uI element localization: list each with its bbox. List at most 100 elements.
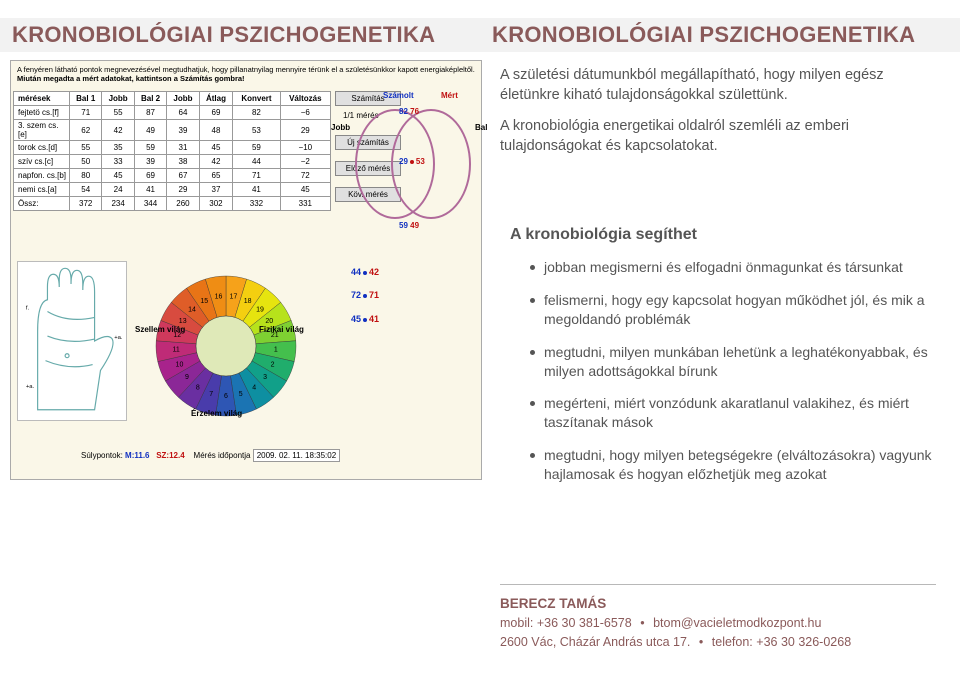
table-row: szív cs.[c]503339384244−2 [14,155,331,169]
table-cell: 42 [199,155,233,169]
table-row: fejtetö cs.[f]715587646982−6 [14,106,331,120]
table-cell: 50 [70,155,102,169]
table-cell: 72 [280,169,330,183]
measurement-table: mérésekBal 1JobbBal 2JobbÁtlagKonvertVál… [13,91,331,211]
svg-text:18: 18 [244,298,252,305]
svg-text:15: 15 [200,298,208,305]
table-cell: 332 [233,197,280,211]
table-header: Bal 1 [70,92,102,106]
page-title-left: KRONOBIOLÓGIAI PSZICHOGENETIKA [12,22,435,48]
table-cell: 44 [233,155,280,169]
jobb-label: Jobb [331,123,350,132]
table-cell: −6 [280,106,330,120]
table-cell: szív cs.[c] [14,155,70,169]
contact-mobile: +36 30 381-6578 [537,616,632,630]
contact-block: BERECZ TAMÁS mobil: +36 30 381-6578 • bt… [500,594,936,652]
svg-text:f.: f. [26,306,30,312]
bullet-item: megtudni, hogy milyen betegségekre (elvá… [530,446,936,484]
table-cell: 87 [134,106,166,120]
bullet-item: megtudni, milyen munkában lehetünk a leg… [530,343,936,381]
table-cell: fejtetö cs.[f] [14,106,70,120]
sub-m: M:11.6 [125,451,149,460]
meas-label: Mért [441,91,458,100]
table-cell: 39 [134,155,166,169]
svg-text:13: 13 [179,318,187,325]
table-row: Össz:372234344260302332331 [14,197,331,211]
date-label: Mérés időpontja [194,451,251,460]
table-header: mérések [14,92,70,106]
footer-rule [500,584,936,585]
table-cell: 29 [280,120,330,141]
table-cell: 331 [280,197,330,211]
svg-text:6: 6 [224,393,228,400]
contact-name: BERECZ TAMÁS [500,596,606,611]
color-wheel: 171819202112345678910111213141516 Szelle… [141,261,311,431]
table-cell: 33 [102,155,134,169]
table-row: 3. szem cs.[e]62424939485329 [14,120,331,141]
table-cell: 24 [102,183,134,197]
table-cell: 35 [102,141,134,155]
wheel-left-label: Szellem világ [135,325,185,334]
table-cell: 45 [102,169,134,183]
table-cell: 42 [102,120,134,141]
table-header: Konvert [233,92,280,106]
table-cell: Össz: [14,197,70,211]
table-cell: 39 [167,120,199,141]
bullet-item: jobban megismerni és elfogadni önmagunka… [530,258,936,277]
table-cell: 82 [233,106,280,120]
bullet-list: jobban megismerni és elfogadni önmagunka… [530,258,936,498]
table-cell: 62 [70,120,102,141]
contact-address: 2600 Vác, Cházár András utca 17. [500,635,690,649]
svg-text:5: 5 [239,391,243,398]
table-cell: 64 [167,106,199,120]
svg-text:8: 8 [196,384,200,391]
fig-mid-values: 2953 [399,157,425,166]
table-cell: 31 [167,141,199,155]
svg-text:20: 20 [265,318,273,325]
table-cell: −10 [280,141,330,155]
app-screenshot: A fenyéren látható pontok megnevezésével… [10,60,482,480]
table-header: Jobb [167,92,199,106]
table-cell: nemi cs.[a] [14,183,70,197]
contact-phone: +36 30 326-0268 [756,635,851,649]
wheel-right-label: Fizikai világ [259,325,304,334]
date-value: 2009. 02. 11. 18:35:02 [253,449,340,462]
hand-diagram: f. +a. +a. [17,261,127,421]
svg-text:11: 11 [172,347,179,354]
table-cell: 260 [167,197,199,211]
table-cell: 71 [70,106,102,120]
segit-title: A kronobiológia segíthet [510,226,697,244]
sub-sz: SZ:12.4 [156,451,184,460]
screenshot-intro-line1: A fenyéren látható pontok megnevezésével… [17,65,475,74]
contact-phone-label: telefon: [712,635,753,649]
fig-top-values: 82 76 [399,107,419,116]
contact-mobile-label: mobil: [500,616,533,630]
table-row: nemi cs.[a]54244129374145 [14,183,331,197]
table-cell: torok cs.[d] [14,141,70,155]
table-cell: 41 [134,183,166,197]
svg-text:3: 3 [263,374,267,381]
table-cell: 45 [280,183,330,197]
table-cell: 37 [199,183,233,197]
header-right: KRONOBIOLÓGIAI PSZICHOGENETIKA [480,18,960,52]
sub-line: Súlypontok: M:11.6 SZ:12.4 Mérés időpont… [81,449,340,462]
table-header: Jobb [102,92,134,106]
table-cell: 59 [134,141,166,155]
table-cell: 55 [70,141,102,155]
table-cell: 53 [233,120,280,141]
table-cell: 41 [233,183,280,197]
sulypontok-label: Súlypontok: [81,451,123,460]
table-row: torok cs.[d]553559314559−10 [14,141,331,155]
point-row: 4442 [351,261,379,284]
calc-label: Számolt [383,91,414,100]
table-cell: 3. szem cs.[e] [14,120,70,141]
table-cell: 65 [199,169,233,183]
svg-text:17: 17 [230,294,238,301]
screenshot-intro-line2: Miután megadta a mért adatokat, kattints… [17,74,245,83]
table-header: Változás [280,92,330,106]
table-cell: 69 [199,106,233,120]
table-cell: 48 [199,120,233,141]
table-cell: 344 [134,197,166,211]
page-title-right: KRONOBIOLÓGIAI PSZICHOGENETIKA [492,22,915,48]
table-cell: 45 [199,141,233,155]
